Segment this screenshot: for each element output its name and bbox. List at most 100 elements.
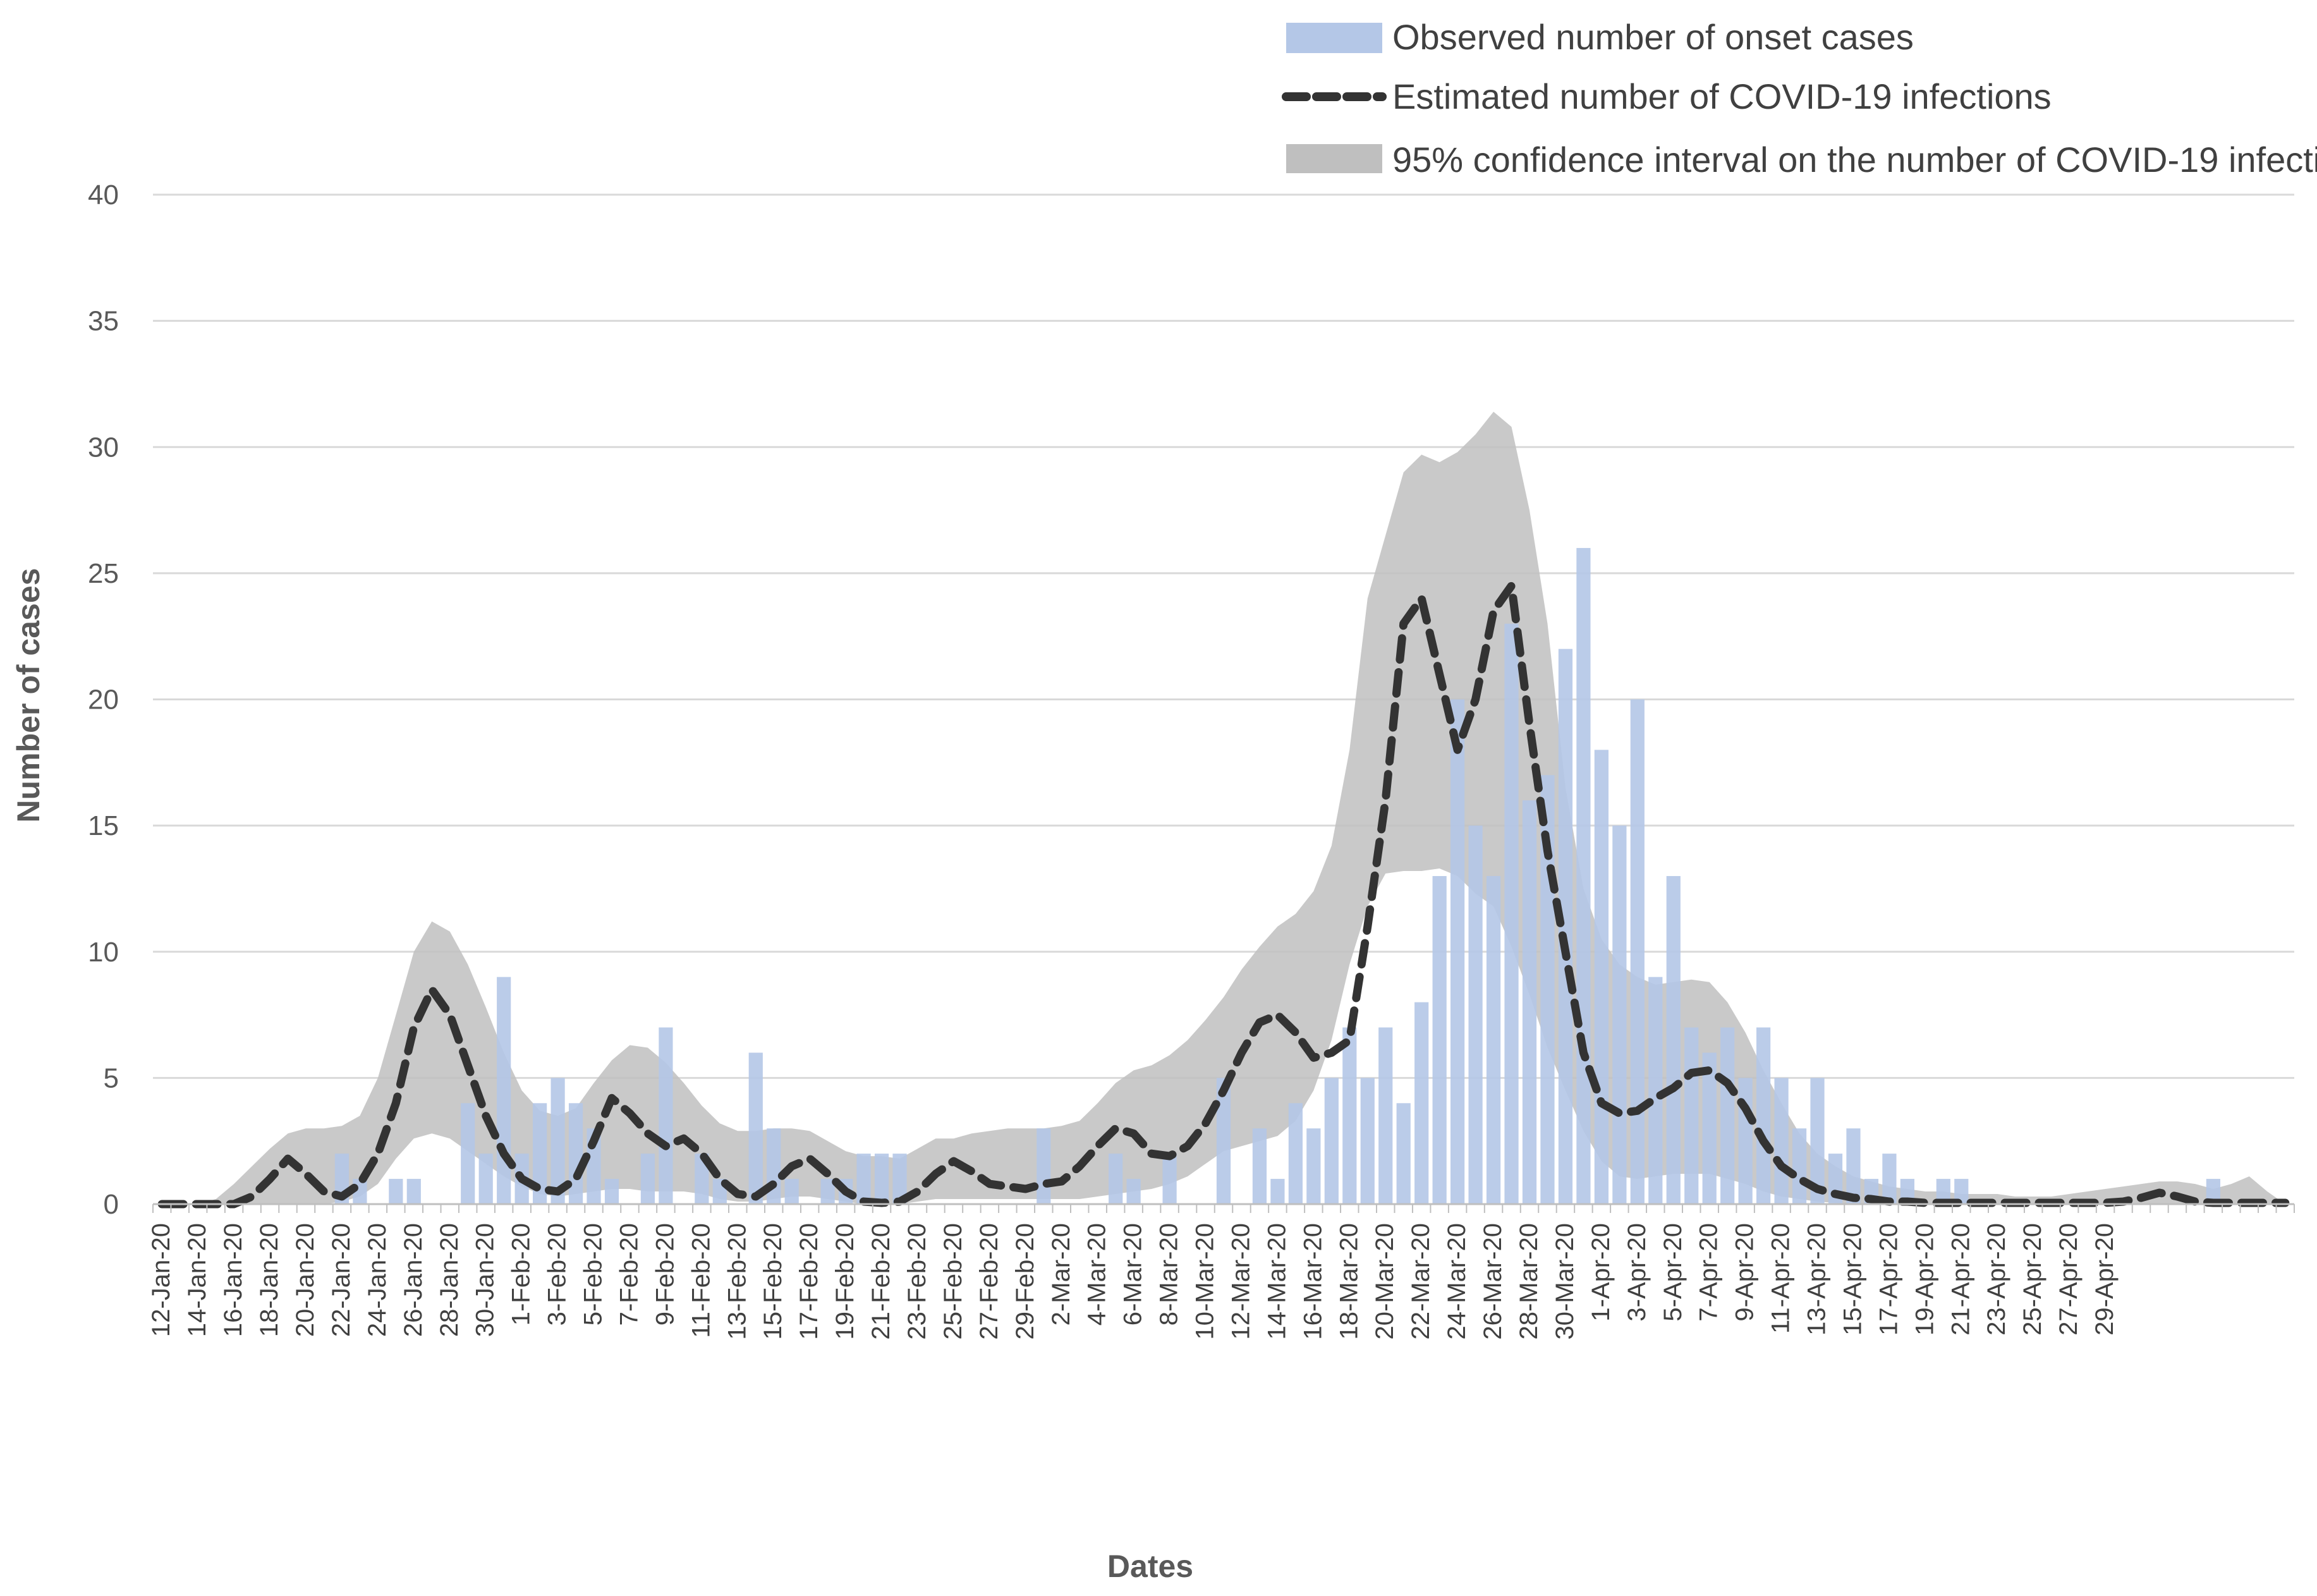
bar [550, 1078, 565, 1204]
y-tick-label: 35 [88, 306, 119, 337]
y-axis: 0 5 10 15 20 25 30 35 40 [88, 180, 119, 1220]
y-tick-label: 30 [88, 432, 119, 463]
y-tick-label: 10 [88, 937, 119, 968]
x-tick-label: 10-Mar-20 [1191, 1223, 1219, 1340]
legend-label-bars: Observed number of onset cases [1392, 17, 1914, 57]
x-tick-label: 23-Feb-20 [903, 1223, 931, 1340]
x-tick-label: 21-Feb-20 [867, 1223, 895, 1340]
bar [604, 1179, 619, 1204]
bar [1432, 875, 1447, 1204]
bar [478, 1154, 493, 1204]
y-axis-title: Number of cases [11, 568, 46, 823]
x-tick-label: 7-Apr-20 [1695, 1223, 1723, 1322]
x-tick-label: 28-Mar-20 [1515, 1223, 1543, 1340]
x-tick-label: 1-Apr-20 [1587, 1223, 1615, 1322]
x-tick-label: 24-Mar-20 [1443, 1223, 1471, 1340]
bar [568, 1103, 583, 1204]
bar [1576, 547, 1591, 1205]
bar [1252, 1128, 1267, 1204]
gridlines [153, 193, 2294, 1079]
bar [1774, 1078, 1789, 1204]
bar [1702, 1052, 1717, 1204]
x-tick-label: 27-Feb-20 [975, 1223, 1003, 1340]
x-tick-label: 27-Apr-20 [2055, 1223, 2083, 1336]
x-axis: 12-Jan-20 14-Jan-20 16-Jan-20 18-Jan-20 20-J… [147, 1203, 2295, 1340]
bar [1810, 1078, 1825, 1204]
bar [1270, 1179, 1285, 1204]
x-tick-label: 14-Jan-20 [183, 1223, 211, 1337]
x-tick-label: 26-Jan-20 [399, 1223, 427, 1337]
x-tick-label: 13-Apr-20 [1803, 1223, 1831, 1336]
x-tick-label: 25-Feb-20 [939, 1223, 967, 1340]
bar [1126, 1179, 1141, 1204]
bar [1109, 1154, 1123, 1204]
bar [640, 1154, 655, 1204]
bar [1504, 623, 1519, 1204]
x-tick-label: 25-Apr-20 [2019, 1223, 2046, 1336]
legend-swatch-bars [1286, 23, 1382, 53]
bar [1396, 1103, 1411, 1204]
x-tick-label: 16-Mar-20 [1299, 1223, 1327, 1340]
x-tick-label: 5-Feb-20 [580, 1223, 607, 1325]
y-tick-label: 25 [88, 558, 119, 589]
bar [856, 1154, 871, 1204]
x-tick-label: 7-Feb-20 [616, 1223, 643, 1325]
legend: Observed number of onset cases Estimated… [1282, 17, 2317, 180]
x-tick-label: 30-Mar-20 [1551, 1223, 1579, 1340]
y-tick-label: 5 [104, 1063, 119, 1093]
x-tick-label: 20-Jan-20 [291, 1223, 319, 1337]
y-tick-label: 0 [104, 1189, 119, 1220]
bar [1792, 1128, 1807, 1204]
bar [1306, 1128, 1321, 1204]
x-tick-label: 11-Feb-20 [687, 1223, 715, 1338]
bar [784, 1179, 799, 1204]
bar [2206, 1179, 2220, 1204]
x-tick-label: 28-Jan-20 [435, 1223, 463, 1337]
x-tick-label: 16-Jan-20 [219, 1223, 247, 1337]
x-tick-label: 9-Apr-20 [1731, 1223, 1759, 1322]
x-tick-label: 21-Apr-20 [1947, 1223, 1974, 1336]
x-tick-label: 15-Feb-20 [759, 1223, 787, 1340]
bar [1324, 1078, 1339, 1204]
bar [659, 1027, 673, 1204]
x-tick-label: 18-Jan-20 [255, 1223, 283, 1337]
bar [497, 977, 511, 1204]
bar [1738, 1078, 1753, 1204]
x-tick-label: 12-Jan-20 [147, 1223, 175, 1337]
estimate-line-path [157, 582, 2290, 1209]
x-tick-label: 6-Mar-20 [1119, 1223, 1147, 1325]
bar [1342, 1027, 1357, 1204]
x-tick-label: 4-Mar-20 [1083, 1223, 1111, 1325]
bar [1954, 1179, 1969, 1204]
x-tick-label: 11-Apr-20 [1767, 1223, 1795, 1334]
bar [1037, 1128, 1051, 1204]
x-tick-label: 1-Feb-20 [508, 1223, 535, 1325]
y-tick-label: 40 [88, 180, 119, 210]
x-tick-label: 30-Jan-20 [471, 1223, 499, 1337]
y-tick-label: 20 [88, 685, 119, 716]
bar [1936, 1179, 1950, 1204]
confidence-band [162, 411, 2317, 1204]
bar [1360, 1078, 1375, 1204]
bar [1612, 825, 1627, 1204]
x-tick-label: 15-Apr-20 [1839, 1223, 1867, 1336]
bar [820, 1179, 835, 1204]
x-tick-label: 18-Mar-20 [1335, 1223, 1363, 1340]
bar [1378, 1027, 1393, 1204]
estimate-line [157, 582, 2290, 1209]
bar [1648, 977, 1663, 1204]
bar [1288, 1103, 1303, 1204]
bar [1846, 1128, 1861, 1204]
x-tick-label: 12-Mar-20 [1227, 1223, 1255, 1340]
x-tick-label: 24-Jan-20 [363, 1223, 391, 1337]
bar [1414, 1002, 1429, 1204]
bar [1486, 875, 1501, 1204]
legend-label-band: 95% confidence interval on the number of… [1392, 140, 2317, 180]
bar [1594, 750, 1609, 1204]
bars [334, 547, 2220, 1205]
x-tick-label: 13-Feb-20 [723, 1223, 751, 1340]
x-tick-label: 20-Mar-20 [1371, 1223, 1399, 1340]
x-tick-label: 29-Apr-20 [2091, 1223, 2119, 1336]
bar [1720, 1027, 1735, 1204]
bar [1216, 1078, 1231, 1204]
